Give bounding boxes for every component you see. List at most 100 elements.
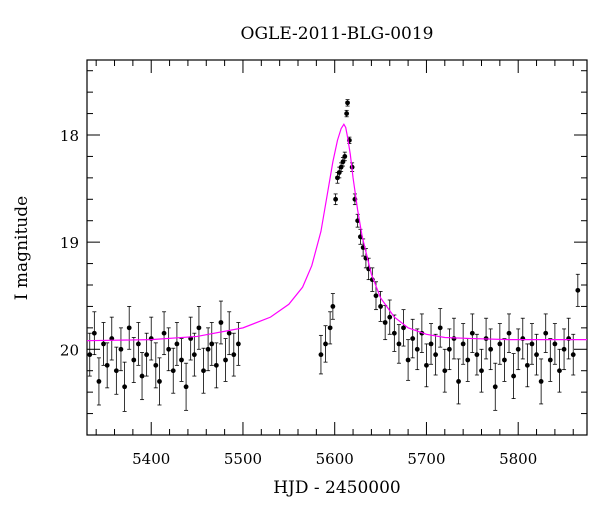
data-point	[166, 346, 172, 352]
data-point	[333, 196, 339, 202]
data-point	[547, 357, 553, 363]
data-point	[191, 352, 197, 358]
data-point	[543, 330, 549, 336]
data-point	[497, 341, 503, 347]
data-point	[433, 352, 439, 358]
data-point	[575, 287, 581, 293]
data-point	[428, 341, 434, 347]
data-point	[446, 346, 452, 352]
data-point	[345, 100, 350, 106]
data-point	[474, 352, 480, 358]
data-point	[126, 325, 132, 331]
data-point	[387, 314, 393, 320]
data-point	[87, 352, 93, 358]
data-point	[401, 325, 406, 331]
data-point	[460, 341, 466, 347]
data-point	[456, 379, 461, 384]
data-point	[520, 336, 526, 341]
data-point	[231, 352, 237, 358]
data-point	[414, 346, 420, 352]
y-axis-label: I magnitude	[12, 196, 32, 300]
data-point	[330, 304, 336, 309]
chart-title: OGLE-2011-BLG-0019	[241, 24, 434, 44]
data-point	[557, 368, 562, 374]
data-point	[183, 384, 189, 390]
data-point	[118, 346, 124, 352]
data-point	[213, 362, 219, 368]
data-point	[382, 320, 388, 325]
plot-frame	[86, 59, 588, 436]
model-curve	[87, 123, 587, 342]
data-point	[344, 111, 350, 116]
data-point	[91, 330, 97, 336]
data-point	[223, 357, 228, 363]
data-point	[529, 341, 535, 347]
data-point	[492, 384, 498, 390]
data-point	[515, 346, 521, 352]
data-point	[534, 352, 539, 358]
data-point	[437, 325, 443, 331]
y-tick-label: 20	[60, 341, 79, 359]
plot-area: 5400 5500 5600 5700 5800 18 19 20	[60, 59, 588, 468]
data-point	[502, 357, 507, 363]
data-point	[218, 320, 224, 325]
data-point	[104, 362, 110, 368]
data-point	[405, 357, 411, 363]
data-point	[226, 330, 232, 336]
data-point	[342, 154, 348, 159]
y-tick-label: 18	[60, 127, 79, 145]
data-point	[153, 362, 159, 368]
data-point	[196, 325, 202, 331]
data-point	[201, 368, 206, 374]
data-point	[327, 325, 333, 331]
data-point	[113, 368, 119, 374]
data-layer	[87, 99, 587, 412]
data-point	[506, 330, 512, 336]
data-point	[488, 346, 494, 352]
data-point	[144, 352, 150, 358]
data-point	[170, 368, 176, 374]
data-point	[442, 368, 448, 374]
data-point	[131, 357, 137, 363]
data-point	[479, 368, 484, 374]
data-point	[96, 379, 102, 384]
data-point	[511, 373, 517, 379]
data-point	[391, 330, 397, 336]
data-point	[424, 362, 429, 368]
data-point	[373, 293, 379, 299]
data-point	[174, 341, 180, 347]
x-tick-label: 5800	[499, 450, 537, 468]
data-point	[378, 304, 383, 309]
data-point	[205, 346, 211, 352]
data-point	[451, 336, 457, 341]
data-point	[157, 379, 162, 384]
data-point	[135, 341, 141, 347]
data-point	[465, 357, 471, 363]
data-point	[179, 357, 184, 363]
x-tick-label: 5600	[316, 450, 354, 468]
data-point	[209, 341, 215, 347]
data-point	[410, 336, 416, 341]
data-point	[469, 330, 475, 336]
data-point	[318, 352, 324, 358]
data-point	[396, 341, 402, 347]
data-point	[552, 341, 558, 347]
data-point	[235, 341, 241, 347]
x-tick-label: 5700	[407, 450, 445, 468]
x-tick-label: 5500	[224, 450, 262, 468]
data-point	[323, 341, 328, 347]
x-tick-label: 5400	[132, 450, 170, 468]
data-point	[570, 352, 576, 358]
data-point	[561, 346, 567, 352]
data-point	[101, 341, 106, 347]
data-point	[538, 379, 544, 384]
data-point	[122, 384, 128, 390]
x-axis-label: HJD - 2450000	[273, 478, 401, 498]
data-point	[139, 373, 145, 379]
data-point	[161, 330, 167, 336]
data-point	[524, 362, 530, 368]
y-tick-label: 19	[60, 234, 79, 252]
data-point	[566, 336, 572, 341]
